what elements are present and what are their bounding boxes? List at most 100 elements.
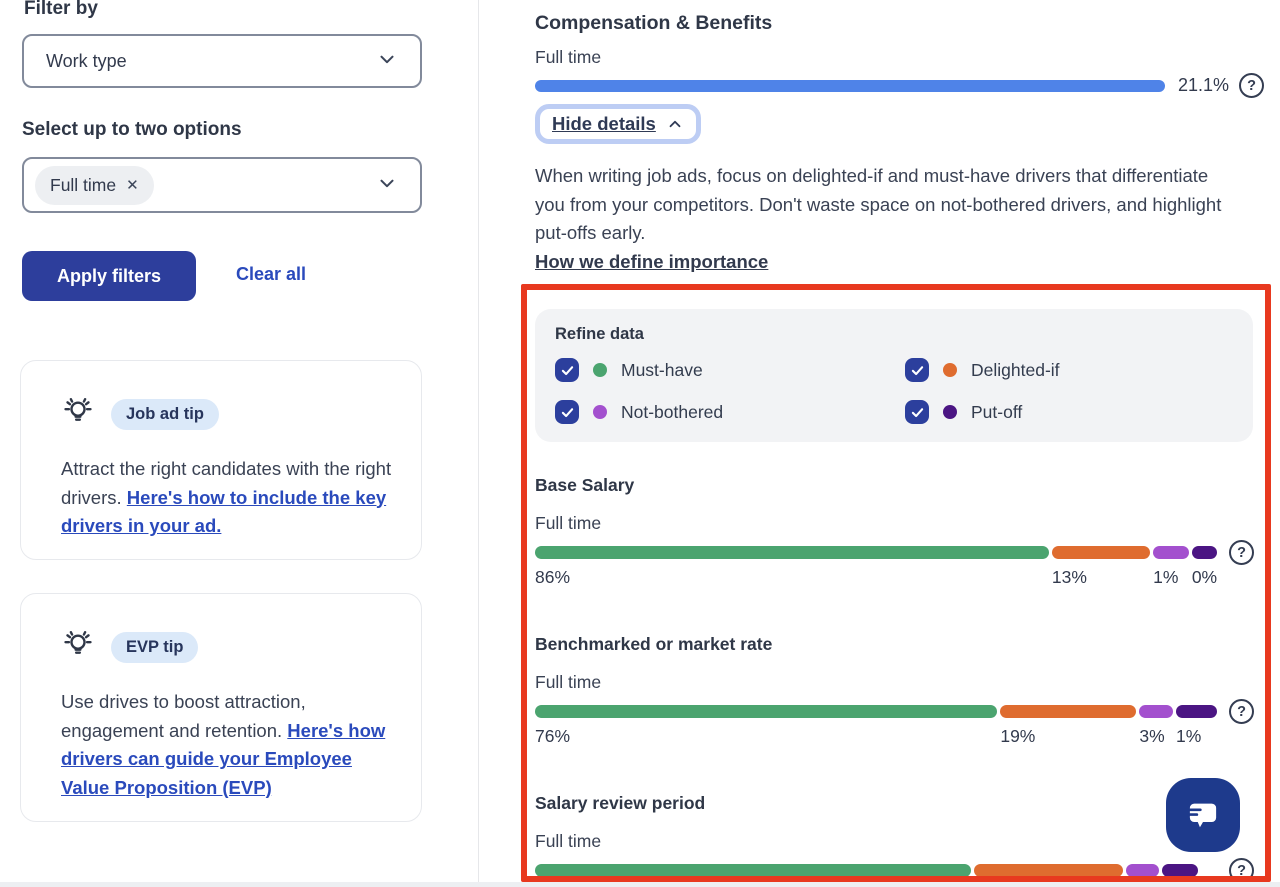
- checkbox-checked[interactable]: [905, 400, 929, 424]
- importance-definition-link[interactable]: How we define importance: [535, 250, 769, 272]
- options-multiselect[interactable]: Full time ✕: [22, 157, 422, 213]
- refine-option-label: Not-bothered: [621, 401, 724, 422]
- help-icon[interactable]: ?: [1239, 73, 1265, 98]
- lightbulb-icon: [61, 628, 95, 667]
- bar-segment: [1051, 546, 1151, 559]
- remove-chip-icon[interactable]: ✕: [126, 176, 139, 194]
- stacked-bar: [535, 705, 1222, 718]
- selected-option-chip[interactable]: Full time ✕: [35, 165, 154, 205]
- help-icon[interactable]: ?: [1229, 858, 1254, 883]
- category-color-dot: [943, 363, 957, 377]
- section-title: Compensation & Benefits: [535, 12, 773, 34]
- filter-sidebar: Filter by Work type Select up to two opt…: [0, 0, 478, 887]
- hide-details-label: Hide details: [552, 113, 656, 134]
- chevron-up-icon: [669, 120, 681, 128]
- bar-segment: [535, 546, 1049, 559]
- evp-tip-card: EVP tip Use drives to boost attraction, …: [20, 593, 422, 822]
- driver-worktype-label: Full time: [535, 672, 602, 692]
- selected-option-chip-label: Full time: [50, 174, 117, 195]
- tip-badge: EVP tip: [111, 632, 199, 663]
- refine-options-grid: Must-have Delighted-if Not-bothered Put-…: [555, 358, 1233, 424]
- apply-filters-button[interactable]: Apply filters: [22, 251, 196, 301]
- driver-bar-row: ?: [535, 540, 1272, 565]
- overview-bar-row: 21.1% ?: [535, 73, 1272, 98]
- bar-segment: [535, 705, 998, 718]
- advice-paragraph: When writing job ads, focus on delighted…: [535, 165, 1222, 243]
- overview-progress-bar: [535, 79, 1165, 92]
- filter-by-heading: Filter by: [24, 0, 98, 19]
- work-type-select[interactable]: Work type: [22, 34, 422, 88]
- chat-bubble-icon: [1186, 803, 1217, 828]
- segment-value-label: 19%: [1000, 726, 1036, 746]
- tip-text: Use drives to boost attraction, engageme…: [61, 688, 397, 802]
- bar-segment: [1000, 705, 1137, 718]
- category-color-dot: [593, 363, 607, 377]
- stacked-bar: [535, 864, 1222, 877]
- driver-bar-row: ?: [535, 699, 1272, 724]
- driver-name: Benchmarked or market rate: [535, 634, 773, 654]
- segment-value-label: 76%: [535, 726, 571, 746]
- job-ad-tip-card: Job ad tip Attract the right candidates …: [20, 360, 422, 560]
- chevron-down-icon: [376, 48, 398, 75]
- driver-bar-row: ?: [535, 858, 1272, 883]
- bar-segment: [973, 864, 1124, 877]
- lightbulb-icon: [61, 395, 95, 434]
- work-type-select-value: Work type: [46, 50, 127, 71]
- driver-name: Salary review period: [535, 793, 706, 813]
- segment-labels: 76% 19% 3% 1%: [535, 726, 1222, 747]
- driver-worktype-label: Full time: [535, 831, 602, 851]
- segment-value-label: 1%: [1176, 726, 1202, 746]
- driver-detail-panel: Compensation & Benefits Full time 21.1% …: [535, 0, 1272, 885]
- stacked-bar: [535, 546, 1222, 559]
- bottom-edge-strip: [0, 882, 1280, 887]
- bar-segment: [1162, 864, 1198, 877]
- bar-segment: [1126, 864, 1160, 877]
- clear-all-link[interactable]: Clear all: [236, 264, 307, 284]
- tip-text: Attract the right candidates with the ri…: [61, 455, 397, 541]
- segment-value-label: 86%: [535, 567, 571, 587]
- checkbox-checked[interactable]: [555, 358, 579, 382]
- overview-worktype-label: Full time: [535, 47, 602, 67]
- driver-section: Base Salary Full time ? 86% 13% 1% 0%: [535, 475, 1272, 588]
- bar-segment: [1139, 705, 1174, 718]
- category-color-dot: [593, 405, 607, 419]
- checkbox-checked[interactable]: [905, 358, 929, 382]
- chat-widget-button[interactable]: [1166, 778, 1240, 852]
- checkbox-checked[interactable]: [555, 400, 579, 424]
- refine-option: Must-have: [555, 358, 905, 382]
- driver-section: Salary review period Full time ?: [535, 793, 1272, 885]
- segment-value-label: 13%: [1051, 567, 1087, 587]
- help-icon[interactable]: ?: [1229, 699, 1254, 724]
- options-label: Select up to two options: [22, 119, 242, 140]
- tip-link[interactable]: Here's how drivers can guide your Employ…: [61, 719, 386, 798]
- bar-segment: [1191, 546, 1218, 559]
- segment-value-label: 1%: [1153, 567, 1179, 587]
- hide-details-button[interactable]: Hide details: [535, 104, 701, 144]
- refine-option-label: Must-have: [621, 359, 703, 380]
- category-color-dot: [943, 405, 957, 419]
- driver-worktype-label: Full time: [535, 513, 602, 533]
- tip-badge: Job ad tip: [111, 399, 219, 430]
- segment-value-label: 0%: [1191, 567, 1218, 587]
- chevron-down-icon: [376, 172, 398, 199]
- driver-list: Base Salary Full time ? 86% 13% 1% 0% Bench…: [535, 475, 1272, 885]
- refine-option: Put-off: [905, 400, 1233, 424]
- driver-section: Benchmarked or market rate Full time ? 7…: [535, 634, 1272, 747]
- tip-text-body: Use drives to boost attraction, engageme…: [61, 691, 306, 741]
- refine-data-title: Refine data: [555, 325, 644, 343]
- segment-value-label: 3%: [1139, 726, 1165, 746]
- overview-percentage: 21.1%: [1178, 75, 1230, 95]
- tip-text-body: Attract the right candidates with the ri…: [61, 458, 392, 508]
- bar-segment: [1153, 546, 1189, 559]
- tip-link[interactable]: Here's how to include the key drivers in…: [61, 486, 387, 537]
- driver-name: Base Salary: [535, 475, 635, 495]
- refine-option: Delighted-if: [905, 358, 1233, 382]
- bar-segment: [535, 864, 971, 877]
- segment-labels: 86% 13% 1% 0%: [535, 567, 1222, 588]
- refine-option-label: Delighted-if: [971, 359, 1060, 380]
- help-icon[interactable]: ?: [1229, 540, 1254, 565]
- bar-segment: [1176, 705, 1218, 718]
- refine-option: Not-bothered: [555, 400, 905, 424]
- refine-option-label: Put-off: [971, 401, 1023, 422]
- vertical-divider: [478, 0, 479, 887]
